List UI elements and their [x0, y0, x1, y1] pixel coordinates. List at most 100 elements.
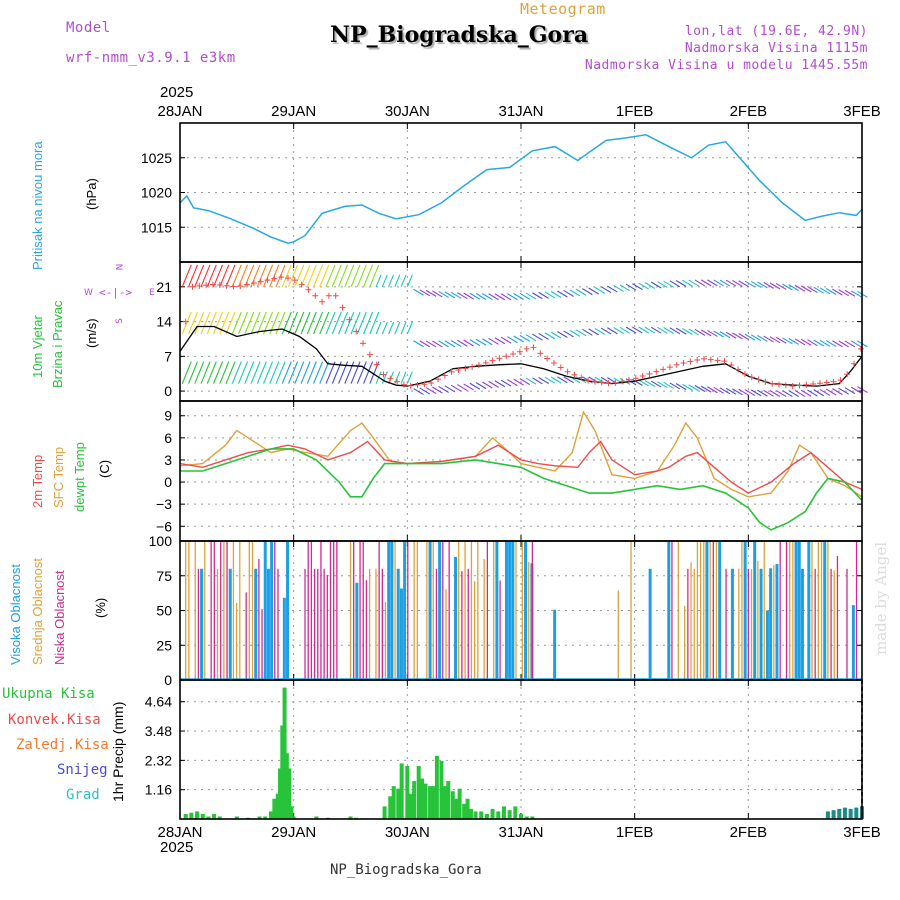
x-tick-label-top: 31JAN [498, 103, 543, 120]
wind-barb [669, 327, 681, 335]
y-tick-label: 1.16 [145, 782, 172, 798]
legend-zaledj: Zaledj.Kisa [16, 737, 109, 753]
precip-bar [442, 786, 447, 819]
gust-mark [769, 380, 776, 387]
wind-barb [757, 281, 768, 289]
wind-barb [325, 264, 336, 288]
wind-barb [788, 337, 799, 345]
wind-barb [757, 334, 768, 342]
gust-mark [407, 382, 414, 389]
y-tick-label: 1025 [141, 150, 172, 166]
wind-barb [488, 293, 499, 301]
wind-barb [844, 340, 856, 348]
wind-barb [231, 361, 242, 384]
gust-mark [441, 372, 448, 379]
gust-mark [741, 370, 748, 377]
gust-mark [182, 318, 189, 325]
y-tick-label: 0 [164, 672, 172, 688]
wind-barb [719, 331, 731, 339]
wind-barb [513, 378, 524, 386]
precip-bar [837, 808, 842, 819]
wind-barb [256, 311, 267, 335]
wind-barb [575, 329, 587, 337]
wind-barb [713, 330, 724, 338]
wind-barb [494, 293, 506, 301]
wind-barb [657, 326, 668, 334]
wind-barb [331, 311, 342, 335]
wind-barb [457, 339, 468, 347]
wind-barb [800, 338, 812, 346]
gust-mark [619, 378, 626, 385]
wind-barb [663, 381, 674, 389]
precip-bar [507, 810, 512, 819]
gust-mark [373, 361, 380, 368]
wind-barb [550, 331, 562, 339]
precip-bar [275, 793, 280, 819]
gust-mark [278, 274, 285, 281]
wind-barb [838, 387, 849, 395]
gust-mark [612, 379, 619, 386]
x-tick-label-bottom: 30JAN [385, 824, 430, 841]
gust-mark [298, 281, 305, 288]
wind-barb [682, 383, 693, 391]
wind-barb [825, 287, 837, 295]
wind-barb [381, 321, 388, 335]
gust-mark [230, 283, 237, 290]
wind-barb [482, 293, 493, 301]
wind-barb [331, 264, 342, 288]
gust-mark [680, 360, 687, 367]
gust-mark [264, 277, 271, 284]
wind-barb [450, 291, 462, 299]
wind-barb [738, 388, 749, 396]
wind-barb [525, 377, 537, 385]
precip-bar [391, 786, 396, 819]
wind-barb [569, 289, 581, 297]
precip-bar [189, 812, 194, 819]
wind-barb [381, 274, 388, 288]
wind-barb [444, 385, 456, 393]
wind-barb [206, 361, 217, 384]
wind-barb [819, 287, 831, 295]
gust-mark [837, 377, 844, 384]
precip-bar [496, 811, 501, 819]
wind-barb [338, 311, 349, 335]
precip-bar [465, 798, 470, 819]
wind-barb [807, 339, 818, 347]
wind-barb [507, 336, 518, 344]
wind-barb [256, 264, 267, 288]
wind-barb [194, 361, 205, 384]
wind-barb [425, 289, 437, 297]
wind-barb [575, 288, 587, 296]
wind-barb [281, 361, 292, 384]
wind-barb [256, 361, 267, 384]
wind-barb [269, 361, 280, 384]
precip-bar [854, 807, 859, 819]
wind-barb [525, 292, 537, 300]
wind-barb [594, 286, 606, 294]
wind-barb [557, 331, 568, 339]
precip-bar [206, 816, 211, 819]
wind-barb [769, 336, 781, 344]
gust-mark [796, 382, 803, 389]
wind-barb [769, 390, 781, 397]
wind-barb [532, 333, 543, 341]
wind-barb [800, 285, 812, 293]
wind-barb [800, 389, 812, 397]
wind-barb [319, 264, 330, 288]
wind-barb [469, 382, 481, 390]
wind-barb [782, 390, 793, 398]
precip-bar [282, 687, 287, 819]
wind-barb [563, 330, 574, 338]
precip-bar [825, 811, 830, 819]
x-tick-label-bottom: 31JAN [498, 824, 543, 841]
wind-barb [682, 328, 693, 335]
wind-barb [850, 340, 862, 348]
wind-barb [225, 361, 236, 384]
precip-bar [513, 806, 518, 819]
wind-barb [369, 361, 380, 384]
gust-mark [516, 348, 523, 355]
dewpt-line [180, 448, 863, 531]
gust-mark [380, 371, 387, 378]
gust-mark [291, 277, 298, 284]
wind-barb [563, 289, 574, 297]
